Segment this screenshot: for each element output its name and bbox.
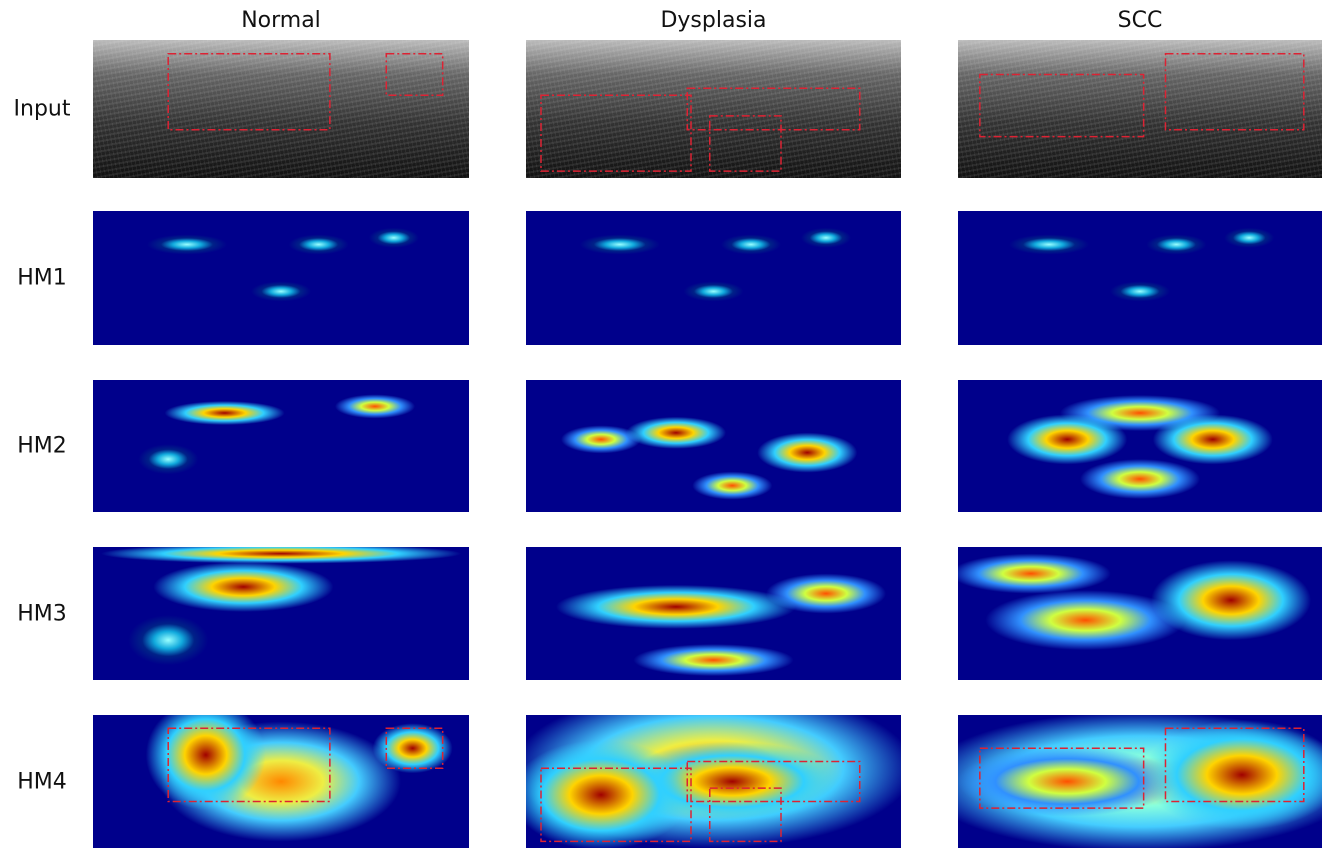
annotation-boxes [958,715,1322,848]
row-label: HM3 [17,601,67,626]
heatmap-image [93,715,469,848]
input-image [93,40,469,178]
annotation-boxes [526,40,901,178]
roi-box [710,788,781,841]
input-image [526,40,901,178]
heatmap-image [958,547,1322,680]
column-header: SCC [1118,8,1163,33]
roi-box [386,54,442,95]
roi-box [386,728,442,768]
row-label: HM4 [17,769,67,794]
heatmap-image [526,715,901,848]
heatmap-image [93,211,469,345]
roi-box [687,762,860,802]
input-image [958,40,1322,178]
heatmap-image [958,380,1322,512]
column-header: Dysplasia [660,8,766,33]
row-label: HM2 [17,434,67,459]
roi-box [541,768,691,841]
roi-box [168,54,330,130]
heatmap-image [93,380,469,512]
roi-box [168,728,330,801]
heatmap-image [958,211,1322,345]
annotation-boxes [526,715,901,848]
heatmap-image [958,715,1322,848]
roi-box [980,75,1144,137]
roi-box [687,88,860,129]
heatmap-image [526,380,901,512]
roi-box [980,748,1144,808]
annotation-boxes [93,40,469,178]
heatmap-image [526,211,901,345]
heatmap-image [526,547,901,680]
annotation-boxes [93,715,469,848]
roi-box [541,95,691,171]
heatmap-image [93,547,469,680]
row-label: Input [14,97,71,122]
roi-box [710,116,781,171]
roi-box [1165,728,1303,801]
figure: NormalDysplasiaSCCInputHM1HM2HM3HM4 (() … [0,0,1338,855]
column-header: Normal [241,8,321,33]
annotation-boxes [958,40,1322,178]
row-label: HM1 [17,266,67,291]
roi-box [1165,54,1303,130]
